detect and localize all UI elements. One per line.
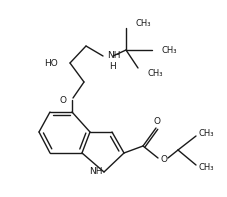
Text: CH₃: CH₃ — [198, 163, 214, 172]
Text: O: O — [153, 116, 160, 125]
Text: CH₃: CH₃ — [198, 129, 214, 138]
Text: HO: HO — [44, 59, 58, 68]
Text: O: O — [59, 96, 66, 104]
Text: CH₃: CH₃ — [162, 46, 178, 55]
Text: NH: NH — [89, 167, 103, 177]
Text: O: O — [160, 154, 168, 164]
Text: CH₃: CH₃ — [136, 19, 151, 28]
Text: NH: NH — [107, 50, 121, 59]
Text: H: H — [109, 61, 116, 71]
Text: CH₃: CH₃ — [148, 69, 163, 77]
